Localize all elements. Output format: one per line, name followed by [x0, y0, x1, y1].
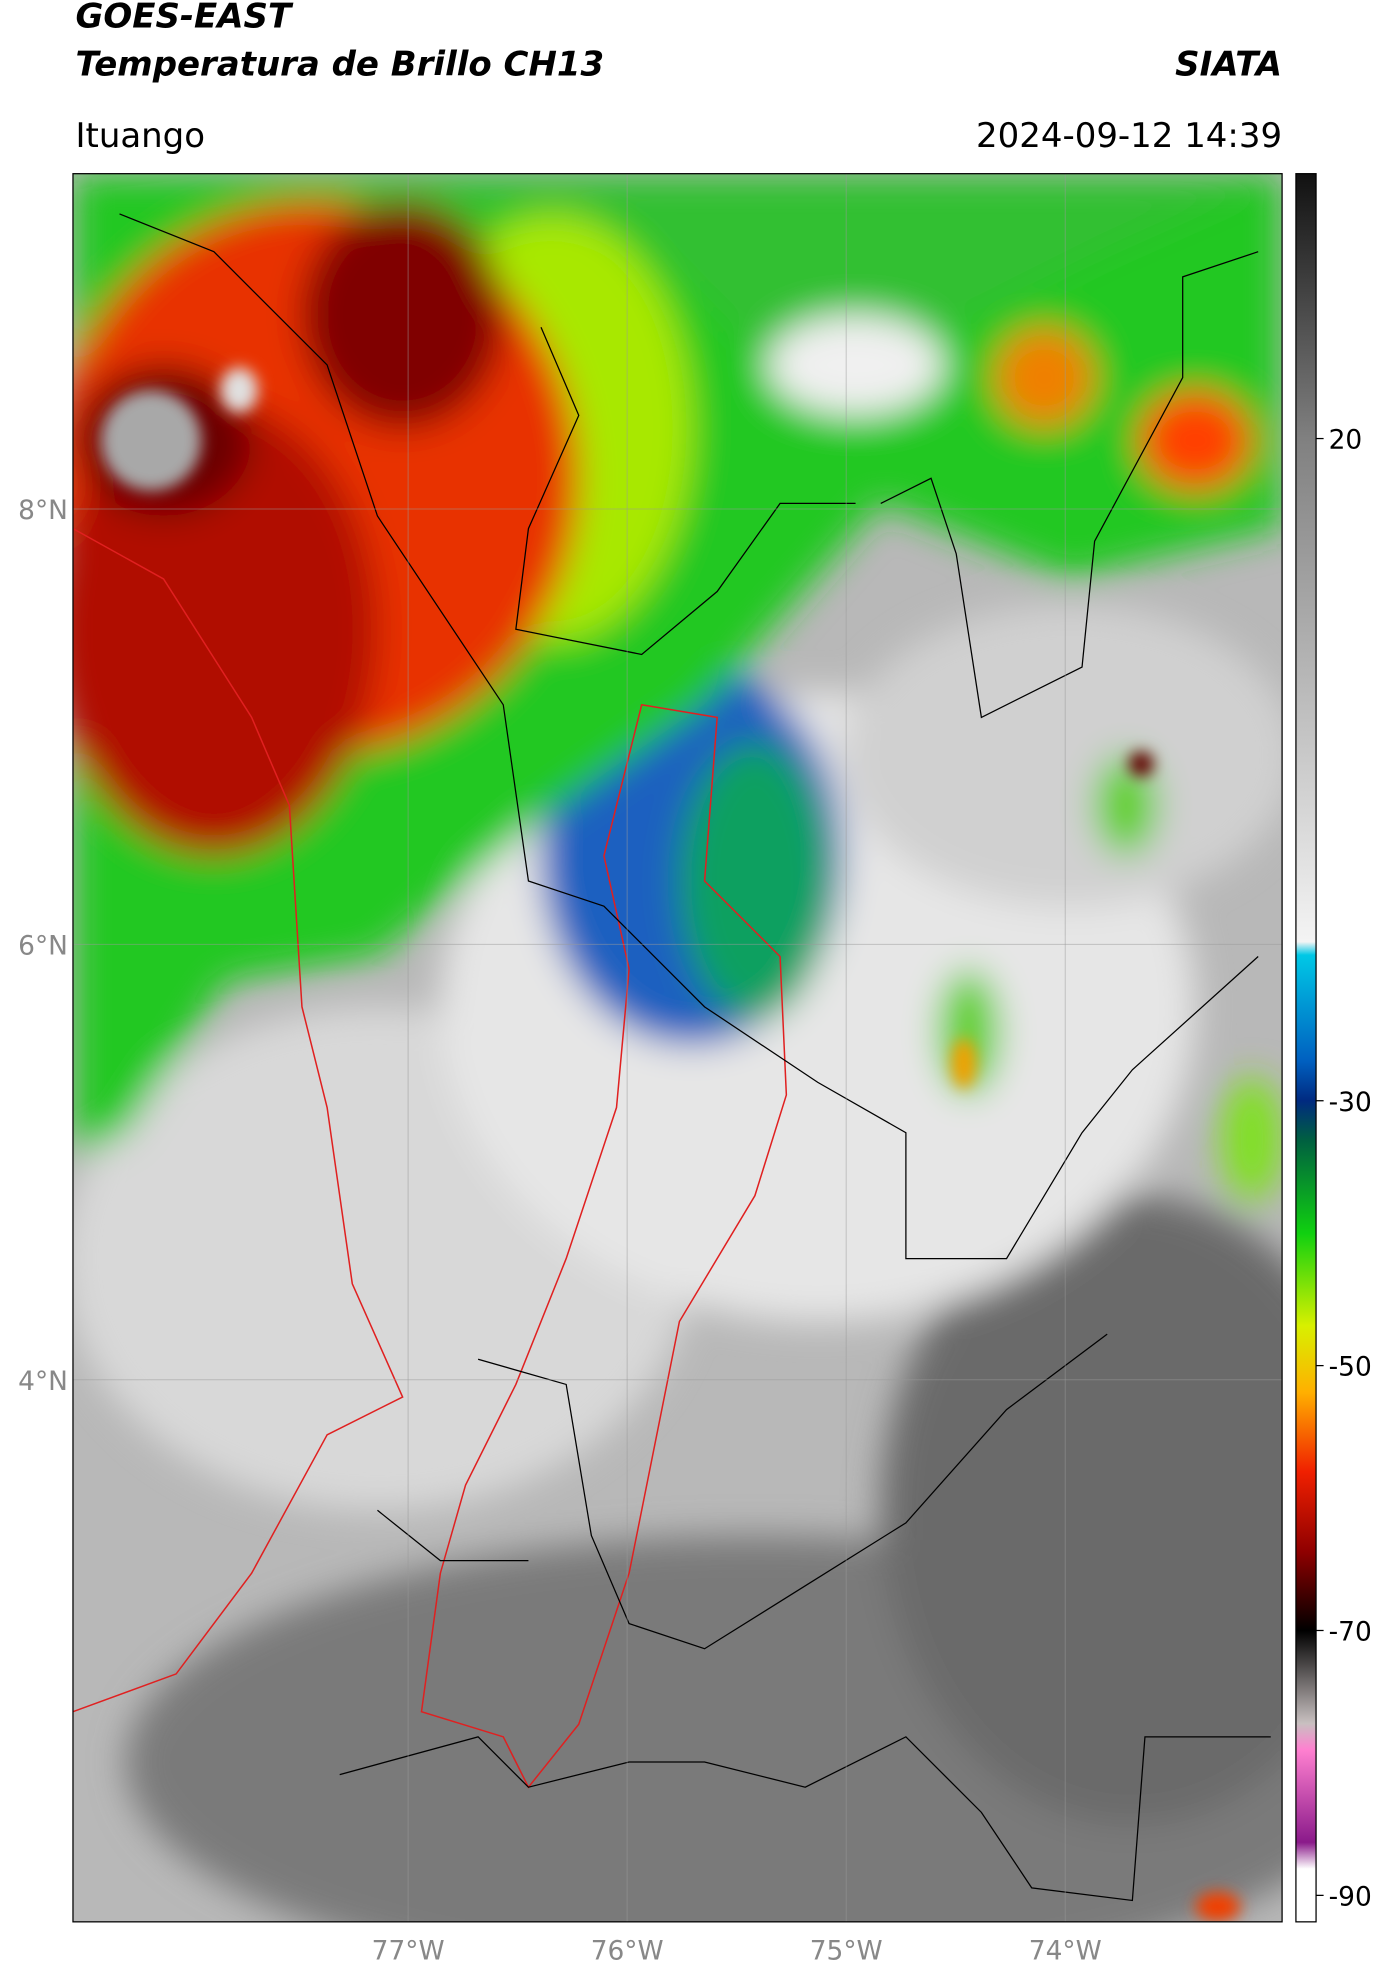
- grid: [72, 173, 1283, 1922]
- datetime: 2024-09-12 14:39: [976, 116, 1282, 156]
- title: GOES-EAST: [75, 0, 293, 37]
- colorbar-label: -50: [1329, 1352, 1372, 1383]
- colorbar-label: 20: [1329, 425, 1363, 456]
- colorbar-fill: [1295, 173, 1317, 1923]
- satellite-image: [72, 173, 1283, 1922]
- subtitle: Temperatura de Brillo CH13: [75, 45, 604, 85]
- colorbar-label: -90: [1329, 1881, 1372, 1912]
- lat-label: 8°N: [18, 495, 68, 526]
- location: Ituango: [75, 116, 205, 156]
- colorbar-label: -30: [1329, 1087, 1372, 1118]
- lat-label: 4°N: [18, 1366, 68, 1397]
- lon-label: 74°W: [1029, 1936, 1102, 1967]
- colorbar: 20 -30 -50 -70 -90: [1295, 173, 1372, 1923]
- axis-labels: 8°N 6°N 4°N 77°W 76°W 75°W 74°W: [18, 495, 1102, 1967]
- lon-label: 75°W: [810, 1936, 883, 1967]
- source: SIATA: [1175, 45, 1282, 85]
- colorbar-label: -70: [1329, 1617, 1372, 1648]
- map-frame: [72, 173, 1283, 1923]
- lat-label: 6°N: [18, 930, 68, 961]
- lon-label: 77°W: [372, 1936, 445, 1967]
- lon-label: 76°W: [591, 1936, 664, 1967]
